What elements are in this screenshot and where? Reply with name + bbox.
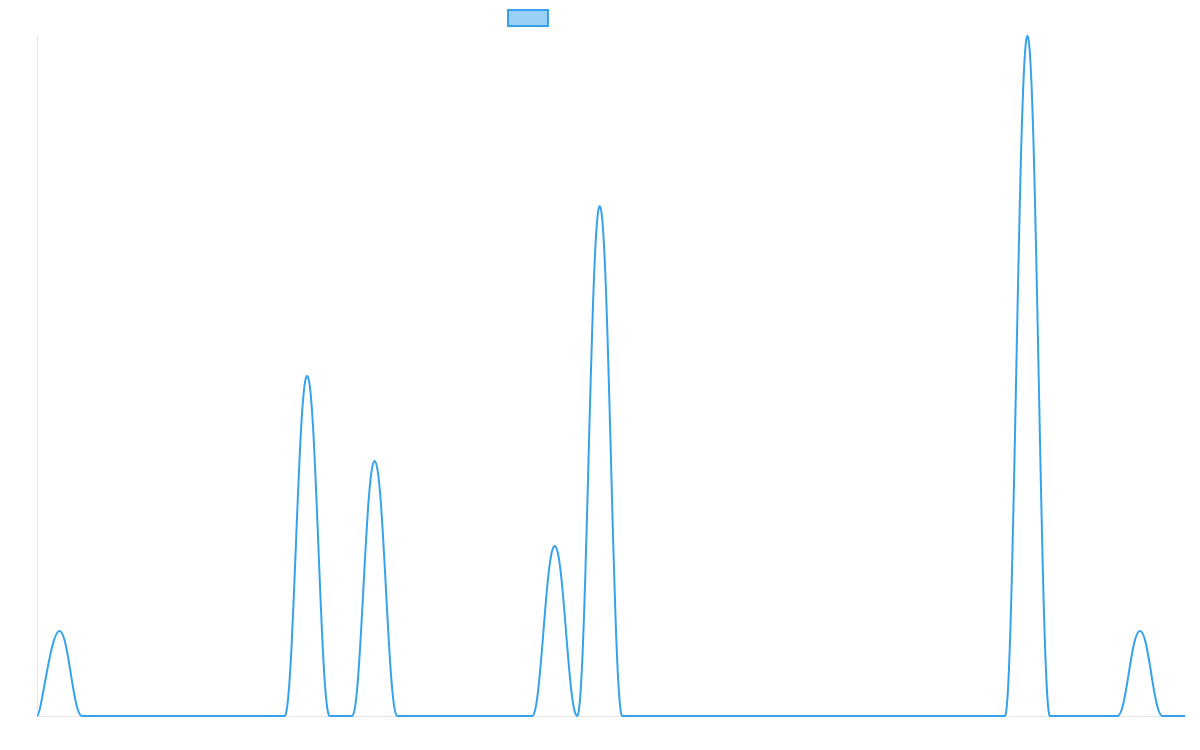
data-point[interactable] (57, 628, 63, 634)
data-point[interactable] (642, 713, 648, 719)
data-point[interactable] (417, 713, 423, 719)
data-point[interactable] (957, 713, 963, 719)
points-layer (34, 33, 1188, 719)
data-point[interactable] (709, 713, 715, 719)
data-point[interactable] (1069, 713, 1075, 719)
data-point[interactable] (462, 713, 468, 719)
data-point[interactable] (79, 713, 85, 719)
data-point[interactable] (169, 713, 175, 719)
data-point[interactable] (34, 713, 40, 719)
data-point[interactable] (1114, 713, 1120, 719)
data-point[interactable] (192, 713, 198, 719)
data-point[interactable] (484, 713, 490, 719)
data-point[interactable] (552, 543, 558, 549)
data-point[interactable] (529, 713, 535, 719)
series-line (36, 34, 1185, 718)
data-point[interactable] (214, 713, 220, 719)
data-point[interactable] (102, 713, 108, 719)
data-point[interactable] (439, 713, 445, 719)
data-point[interactable] (1137, 628, 1143, 634)
data-point[interactable] (1024, 33, 1030, 39)
data-point[interactable] (822, 713, 828, 719)
data-point[interactable] (889, 713, 895, 719)
data-point[interactable] (1182, 713, 1188, 719)
data-point[interactable] (844, 713, 850, 719)
data-point[interactable] (1002, 713, 1008, 719)
data-point[interactable] (574, 713, 580, 719)
data-point[interactable] (304, 373, 310, 379)
data-point[interactable] (799, 713, 805, 719)
data-point[interactable] (147, 713, 153, 719)
data-point[interactable] (687, 713, 693, 719)
data-point[interactable] (1159, 713, 1165, 719)
data-point[interactable] (597, 203, 603, 209)
data-point[interactable] (912, 713, 918, 719)
data-point[interactable] (327, 713, 333, 719)
data-point[interactable] (124, 713, 130, 719)
data-point[interactable] (979, 713, 985, 719)
data-point[interactable] (777, 713, 783, 719)
data-point[interactable] (282, 713, 288, 719)
data-point[interactable] (507, 713, 513, 719)
series-layer (36, 34, 1185, 718)
legend-swatch-series[interactable] (507, 9, 549, 27)
data-point[interactable] (664, 713, 670, 719)
chart-legend[interactable] (507, 9, 549, 27)
data-point[interactable] (867, 713, 873, 719)
data-point[interactable] (349, 713, 355, 719)
data-point[interactable] (754, 713, 760, 719)
data-point[interactable] (372, 458, 378, 464)
data-point[interactable] (394, 713, 400, 719)
data-point[interactable] (934, 713, 940, 719)
data-point[interactable] (732, 713, 738, 719)
data-point[interactable] (237, 713, 243, 719)
data-point[interactable] (619, 713, 625, 719)
data-point[interactable] (1092, 713, 1098, 719)
data-point[interactable] (259, 713, 265, 719)
data-point[interactable] (1047, 713, 1053, 719)
